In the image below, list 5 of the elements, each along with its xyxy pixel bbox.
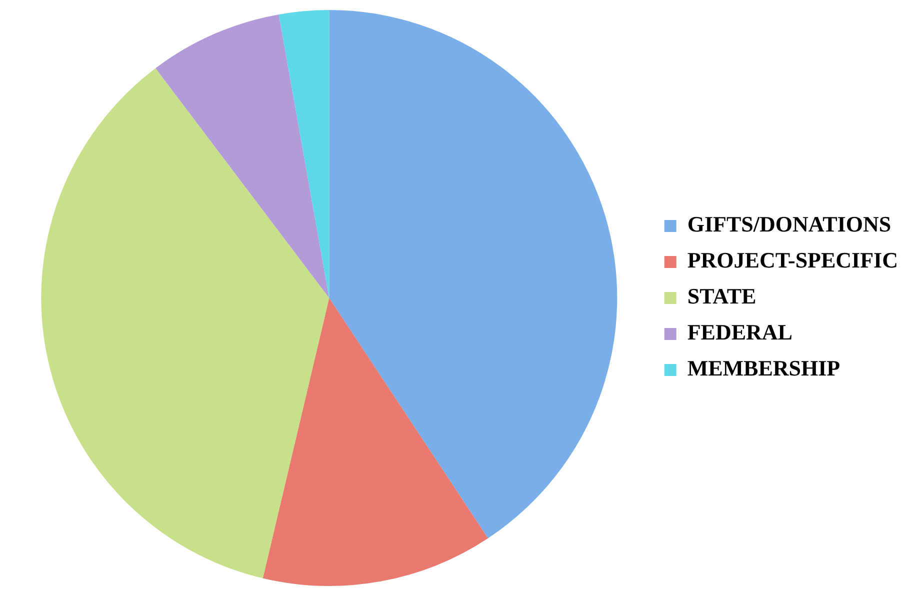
legend-label: PROJECT-SPECIFIC: [687, 248, 898, 273]
legend-label: FEDERAL: [687, 320, 792, 345]
legend-label: MEMBERSHIP: [687, 356, 840, 381]
legend-label: GIFTS/DONATIONS: [687, 212, 892, 237]
legend-label: STATE: [687, 284, 756, 309]
